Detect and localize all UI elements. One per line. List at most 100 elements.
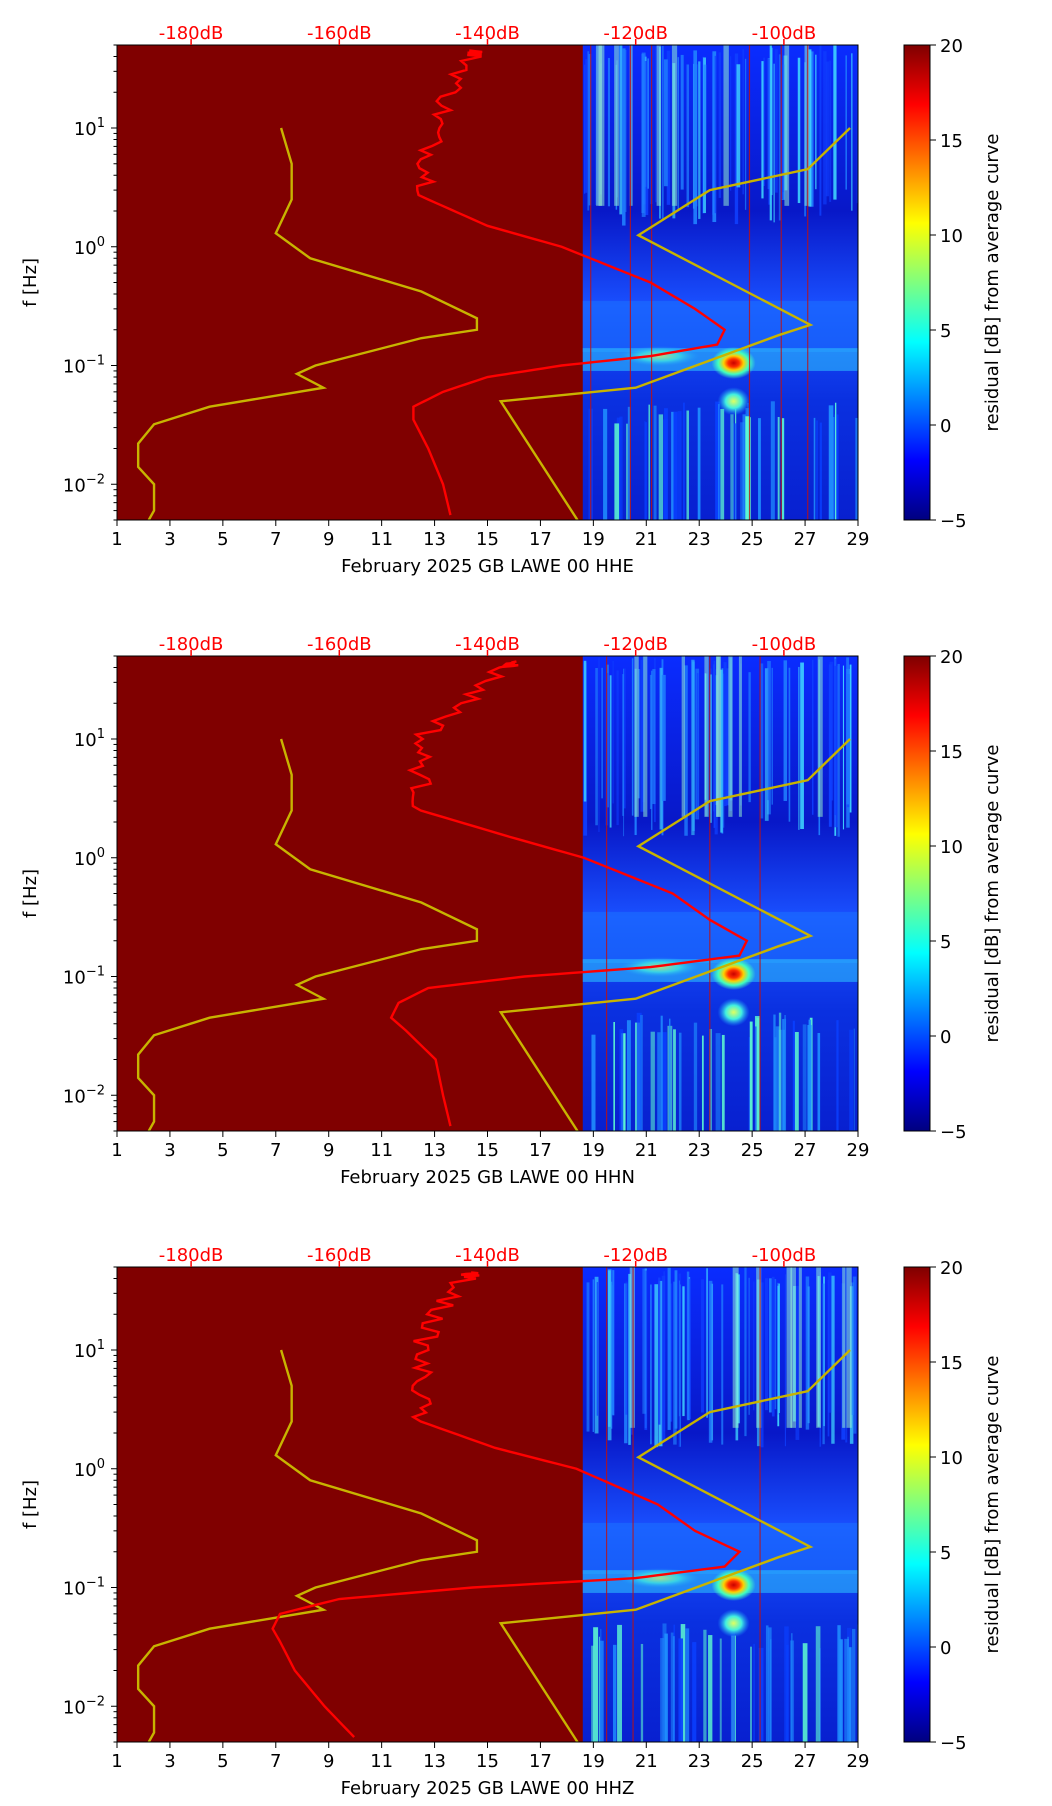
spectrogram-streak: [587, 51, 590, 211]
spectrogram-lowfreq-streak: [703, 1629, 707, 1742]
spectrogram-streak: [769, 45, 772, 221]
y-axis-label: f [Hz]: [20, 1480, 41, 1529]
spectrogram-streak: [829, 60, 832, 202]
x-tick-label: 13: [423, 529, 446, 550]
y-tick-label: 101: [74, 116, 105, 140]
spectrogram-streak: [822, 1283, 825, 1445]
spectrogram-streak: [712, 51, 717, 223]
spectrogram-streak: [748, 672, 751, 803]
spectrogram-lowfreq-streak: [773, 1037, 777, 1131]
y-tick-exponent: 0: [97, 235, 105, 250]
spectrogram-streak: [661, 45, 664, 220]
spectrogram-lowfreq-streak: [786, 1644, 789, 1742]
x-tick-label: 7: [270, 1140, 281, 1161]
spectrogram-event-stripe: [614, 45, 619, 206]
spectrogram-streak: [585, 59, 588, 193]
spectrogram-lowfreq-streak: [648, 404, 650, 520]
x-tick-label: 23: [688, 529, 711, 550]
y-tick-exponent: 1: [97, 1338, 105, 1353]
spectrogram-lowfreq-streak: [844, 1638, 849, 1742]
spectrogram-lowfreq-streak: [839, 1639, 843, 1742]
spectrogram-streak: [637, 668, 641, 799]
x-tick-label: 29: [847, 529, 870, 550]
spectrogram-lowfreq-streak: [678, 1032, 682, 1131]
spectrogram-event-stripe: [629, 1267, 635, 1428]
spectrogram-lowfreq-streak: [603, 408, 608, 520]
spectrogram-streak: [641, 52, 646, 217]
x-tick-label: 9: [323, 529, 334, 550]
spectrogram-streak: [644, 60, 649, 216]
spectrogram-streak: [819, 45, 822, 216]
top-db-tick-label: -140dB: [455, 634, 520, 655]
spectrogram-streak: [815, 54, 817, 190]
spectrogram-streak: [846, 657, 850, 805]
spectrogram-event-stripe: [643, 656, 648, 817]
spectrogram-streak: [828, 1272, 832, 1413]
spectrogram-streak: [622, 48, 626, 226]
spectrogram-lowfreq-streak: [671, 411, 674, 520]
spectrogram-lowfreq-streak: [591, 1645, 594, 1742]
spectrogram-streak: [768, 58, 771, 205]
spectrogram-lowfreq-streak: [670, 1632, 674, 1742]
colorbar-label: residual [dB] from average curve: [982, 1355, 1003, 1653]
spectrogram-streak: [691, 659, 695, 836]
spectrogram-lowfreq-streak: [730, 414, 734, 520]
spectrogram-streak: [586, 1282, 590, 1432]
spectrogram-streak: [703, 64, 707, 195]
spectrogram-lowfreq-streak: [834, 402, 837, 520]
spectrogram-streak: [686, 64, 690, 208]
spectrogram-lowfreq-streak: [768, 1627, 772, 1742]
spectrogram-lowfreq-streak: [672, 411, 678, 520]
spectrogram-lowfreq-streak: [598, 1636, 600, 1742]
y-tick-base: 10: [74, 119, 97, 140]
noise-model-high-curve: [498, 1349, 851, 1742]
spectrogram-streak: [767, 668, 769, 801]
spectrogram-streak: [748, 1277, 750, 1415]
colorbar-tick-label: 15: [940, 1353, 963, 1374]
spectrogram-streak: [767, 661, 771, 815]
x-tick-label: 7: [270, 529, 281, 550]
spectrogram-streak: [852, 1276, 857, 1434]
colorbar-tick-label: −5: [940, 1733, 967, 1754]
y-tick-base: 10: [74, 1460, 97, 1481]
colorbar-tick-label: 5: [940, 932, 951, 953]
x-tick-label: 5: [217, 1751, 228, 1772]
spectrogram-event-stripe: [817, 656, 823, 817]
x-tick-label: 1: [111, 1140, 122, 1161]
spectrogram-streak: [744, 1267, 747, 1437]
spectrogram-streak: [666, 50, 671, 205]
spectrogram-lowfreq-streak: [693, 1022, 698, 1131]
x-tick-label: 25: [741, 1751, 764, 1772]
x-tick-label: 19: [582, 1140, 605, 1161]
spectrogram-lowfreq-streak: [715, 401, 721, 520]
spectrogram-lowfreq-streak: [853, 1028, 855, 1131]
spectrogram-streak: [778, 54, 781, 221]
y-tick-label: 10−1: [63, 965, 105, 989]
spectrogram-lowfreq-streak: [792, 1020, 795, 1131]
spectrogram-streak: [833, 45, 837, 200]
spectrogram-streak: [760, 663, 764, 819]
y-tick-exponent: −2: [86, 1694, 105, 1709]
y-tick-exponent: 1: [97, 727, 105, 742]
spectrogram-streak: [769, 1278, 772, 1413]
spectrogram-streak: [811, 659, 814, 815]
x-tick-label: 29: [847, 1140, 870, 1161]
spectrogram-lowfreq-streak: [686, 410, 689, 520]
x-tick-label: 17: [529, 1751, 552, 1772]
spectrogram-streak: [710, 674, 712, 823]
plot-area: [117, 1267, 858, 1742]
spectrogram-lowfreq-streak: [673, 1029, 676, 1131]
spectrogram-lowfreq-streak: [640, 1014, 643, 1131]
spectrogram-streak: [663, 59, 668, 187]
spectrogram-lowfreq-streak: [708, 1635, 713, 1742]
spectrogram-lowfreq-streak: [807, 1024, 812, 1131]
spectrogram-lowfreq-streak: [718, 404, 720, 520]
x-tick-label: 5: [217, 1140, 228, 1161]
spectrogram-streak: [684, 665, 688, 836]
spectrogram-streak: [663, 1271, 666, 1432]
y-axis-label: f [Hz]: [20, 869, 41, 918]
spectrogram-lowfreq-streak: [765, 1625, 769, 1742]
spectrogram-streak: [622, 668, 626, 809]
y-axis-label: f [Hz]: [20, 258, 41, 307]
